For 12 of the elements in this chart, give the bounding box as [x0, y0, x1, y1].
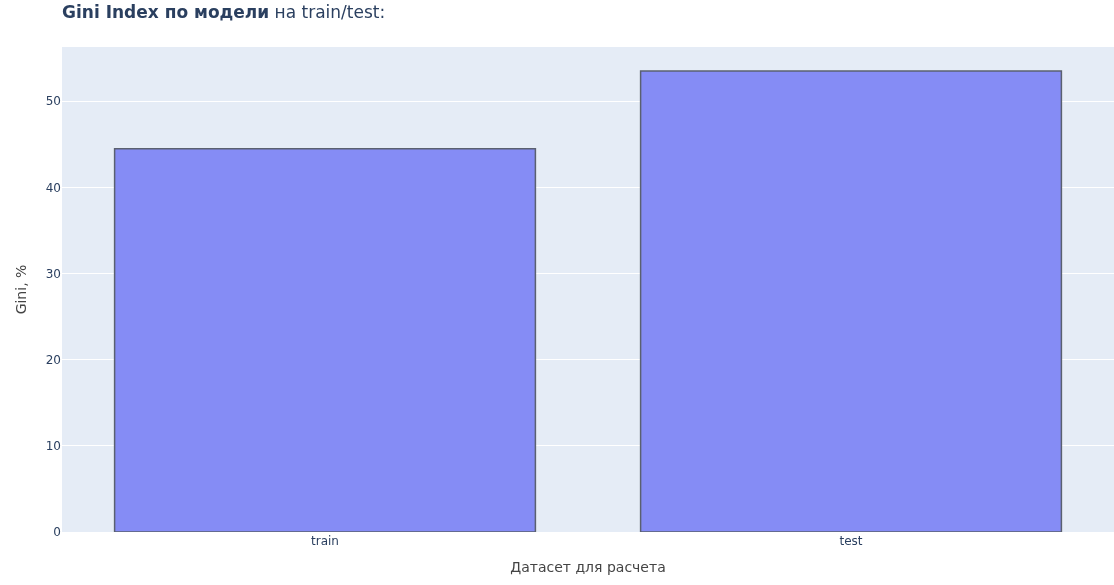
y-axis-title: Gini, % [13, 264, 30, 315]
chart-title: Gini Index по модели [62, 1, 270, 22]
x-tick-label: train [311, 534, 339, 548]
y-tick-label: 0 [53, 525, 61, 540]
chart-subtitle: на train/test: [274, 1, 386, 22]
y-tick-label: 50 [45, 94, 61, 109]
y-tick-label: 20 [45, 352, 61, 367]
x-tick-label: test [839, 534, 863, 548]
y-tick-label: 40 [45, 180, 61, 195]
y-tick-label: 10 [45, 439, 61, 454]
x-axis-title: Датасет для расчета [510, 559, 666, 576]
y-tick-label: 30 [45, 266, 61, 281]
